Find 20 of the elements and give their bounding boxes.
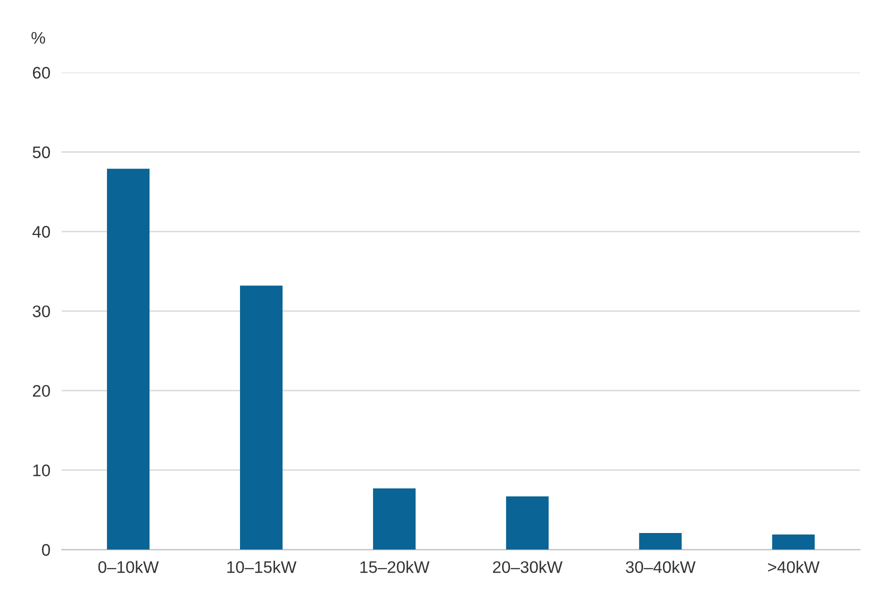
y-tick-label: 50 xyxy=(32,146,50,158)
x-tick-label: >40kW xyxy=(768,560,820,573)
bar xyxy=(772,534,815,550)
x-tick-label: 30–40kW xyxy=(626,560,696,573)
x-tick-label: 0–10kW xyxy=(98,560,159,573)
x-tick-label: 15–20kW xyxy=(360,560,430,573)
bar xyxy=(106,168,150,550)
y-tick-label: 20 xyxy=(32,384,50,397)
y-tick-label: 30 xyxy=(32,305,50,318)
y-axis-title: % xyxy=(31,32,46,44)
bar xyxy=(639,532,682,550)
y-tick-label: 40 xyxy=(32,226,50,238)
y-tick-label: 60 xyxy=(32,66,50,79)
y-tick-label: 0 xyxy=(42,544,50,556)
bar xyxy=(240,286,283,550)
x-tick-label: 20–30kW xyxy=(493,560,563,573)
bar xyxy=(506,496,549,550)
x-tick-label: 10–15kW xyxy=(227,560,296,573)
y-tick-label: 10 xyxy=(33,464,50,476)
bar xyxy=(373,488,416,550)
